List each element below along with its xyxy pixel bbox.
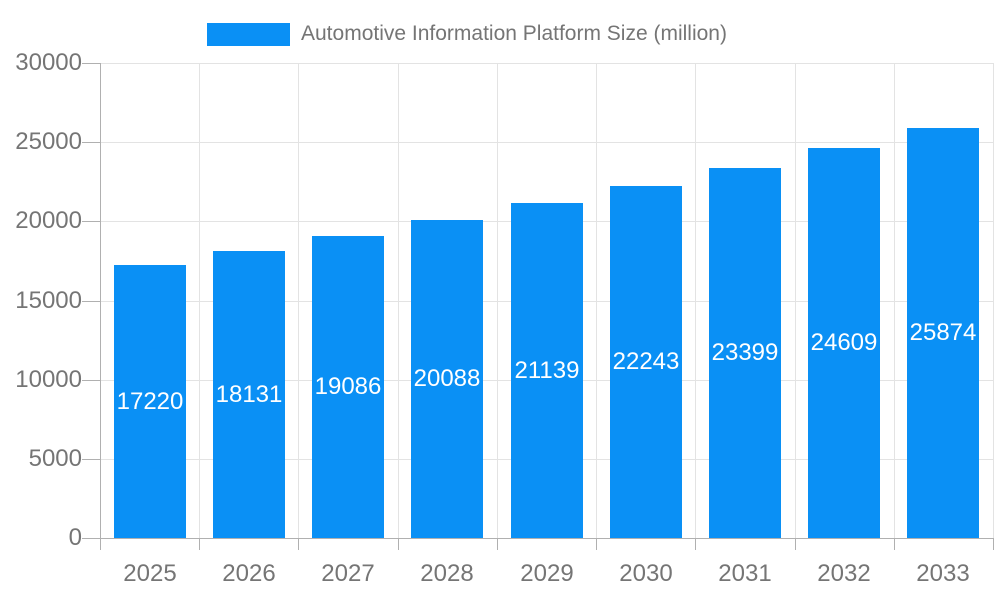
x-tick-label: 2029 — [520, 560, 574, 587]
x-tick-label: 2032 — [817, 560, 871, 587]
bar[interactable] — [808, 148, 880, 538]
y-tick-mark — [82, 142, 100, 143]
x-tick-label: 2030 — [619, 560, 673, 587]
x-tick-mark — [894, 538, 895, 550]
x-tick-label: 2025 — [123, 560, 177, 587]
bar[interactable] — [312, 236, 384, 538]
x-gridline — [298, 63, 299, 538]
bar[interactable] — [114, 265, 186, 538]
x-gridline — [993, 63, 994, 538]
x-tick-mark — [199, 538, 200, 550]
legend-label: Automotive Information Platform Size (mi… — [301, 22, 727, 45]
x-tick-mark — [497, 538, 498, 550]
x-axis-line — [82, 538, 993, 539]
y-tick-mark — [82, 63, 100, 64]
x-gridline — [596, 63, 597, 538]
bar-value-label: 19086 — [314, 373, 382, 400]
bar-value-label: 20088 — [413, 365, 481, 392]
x-tick-mark — [596, 538, 597, 550]
y-gridline — [100, 142, 993, 143]
y-tick-label: 10000 — [15, 366, 82, 393]
x-gridline — [795, 63, 796, 538]
bar[interactable] — [610, 186, 682, 538]
x-gridline — [695, 63, 696, 538]
x-tick-label: 2027 — [321, 560, 375, 587]
x-gridline — [199, 63, 200, 538]
y-tick-label: 30000 — [15, 49, 82, 76]
y-tick-label: 25000 — [15, 128, 82, 155]
bar-value-label: 18131 — [215, 381, 283, 408]
y-axis-line — [100, 63, 101, 550]
y-tick-label: 15000 — [15, 287, 82, 314]
x-tick-mark — [298, 538, 299, 550]
bar-value-label: 17220 — [116, 388, 184, 415]
y-tick-mark — [82, 301, 100, 302]
y-tick-label: 20000 — [15, 207, 82, 234]
x-gridline — [894, 63, 895, 538]
y-tick-mark — [82, 459, 100, 460]
x-gridline — [497, 63, 498, 538]
bar-value-label: 21139 — [514, 357, 580, 384]
x-tick-mark — [398, 538, 399, 550]
y-tick-mark — [82, 380, 100, 381]
x-tick-mark — [993, 538, 994, 550]
x-tick-mark — [695, 538, 696, 550]
x-tick-label: 2026 — [222, 560, 276, 587]
bar-value-label: 23399 — [711, 339, 779, 366]
bar[interactable] — [709, 168, 781, 538]
y-tick-mark — [82, 221, 100, 222]
bar-value-label: 24609 — [810, 329, 878, 356]
bar[interactable] — [411, 220, 483, 538]
bar[interactable] — [907, 128, 979, 538]
x-gridline — [398, 63, 399, 538]
legend[interactable]: Automotive Information Platform Size (mi… — [207, 22, 727, 46]
x-tick-mark — [795, 538, 796, 550]
y-gridline — [100, 63, 993, 64]
bar[interactable] — [511, 203, 583, 538]
x-tick-label: 2033 — [916, 560, 970, 587]
legend-swatch — [207, 22, 290, 46]
bar[interactable] — [213, 251, 285, 538]
x-tick-label: 2028 — [420, 560, 474, 587]
bar-value-label: 22243 — [612, 348, 680, 375]
bar-value-label: 25874 — [909, 319, 977, 346]
y-tick-label: 5000 — [28, 445, 82, 472]
x-tick-label: 2031 — [718, 560, 772, 587]
y-tick-label: 0 — [68, 524, 82, 551]
